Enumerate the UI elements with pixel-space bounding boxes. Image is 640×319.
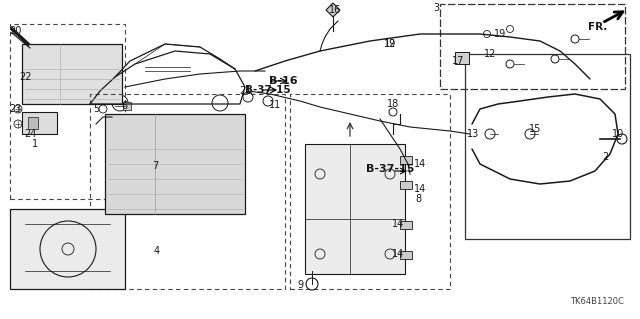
Text: 14: 14 (392, 219, 404, 229)
Text: 4: 4 (154, 246, 160, 256)
Text: 12: 12 (384, 39, 396, 49)
Text: 22: 22 (19, 72, 31, 82)
Bar (400, 181, 412, 189)
Bar (290, 94, 450, 289)
Bar (440, 4, 625, 89)
Bar (305, 144, 405, 274)
FancyBboxPatch shape (10, 209, 125, 289)
Text: B-37-15: B-37-15 (245, 85, 291, 95)
Text: 10: 10 (612, 129, 624, 139)
Text: 2: 2 (602, 152, 608, 162)
Text: 21: 21 (239, 86, 251, 96)
Text: 7: 7 (152, 161, 158, 171)
Text: 5: 5 (93, 104, 99, 114)
Text: 23: 23 (9, 104, 21, 114)
Bar (465, 54, 630, 239)
Text: 9: 9 (297, 280, 303, 290)
Bar (10, 24, 125, 199)
Text: 17: 17 (452, 56, 464, 66)
Bar (400, 221, 412, 229)
Polygon shape (326, 3, 340, 17)
Text: 14: 14 (414, 184, 426, 194)
Text: FR.: FR. (588, 22, 608, 32)
Text: 8: 8 (415, 194, 421, 204)
Text: 14: 14 (392, 249, 404, 259)
Bar (400, 156, 412, 164)
Text: 18: 18 (387, 99, 399, 109)
Text: 19: 19 (494, 29, 506, 39)
Bar (22, 44, 122, 104)
Text: 1: 1 (32, 139, 38, 149)
Text: 12: 12 (484, 49, 496, 59)
Text: B-37-15: B-37-15 (366, 164, 414, 174)
Bar (455, 52, 469, 64)
Text: 24: 24 (24, 129, 36, 139)
Text: 3: 3 (433, 3, 439, 13)
Text: 20: 20 (9, 26, 21, 36)
Bar (28, 117, 38, 129)
Bar (123, 102, 131, 110)
Bar (22, 112, 57, 134)
Text: 13: 13 (467, 129, 479, 139)
Bar (400, 251, 412, 259)
Text: 19: 19 (384, 39, 396, 49)
Text: 6: 6 (121, 101, 127, 111)
Text: 14: 14 (414, 159, 426, 169)
Bar (90, 94, 285, 289)
Text: 11: 11 (269, 100, 281, 110)
Bar (105, 114, 245, 214)
Text: TK64B1120C: TK64B1120C (570, 296, 624, 306)
Text: 16: 16 (329, 5, 341, 15)
Text: B-16: B-16 (269, 76, 298, 86)
Text: 15: 15 (529, 124, 541, 134)
